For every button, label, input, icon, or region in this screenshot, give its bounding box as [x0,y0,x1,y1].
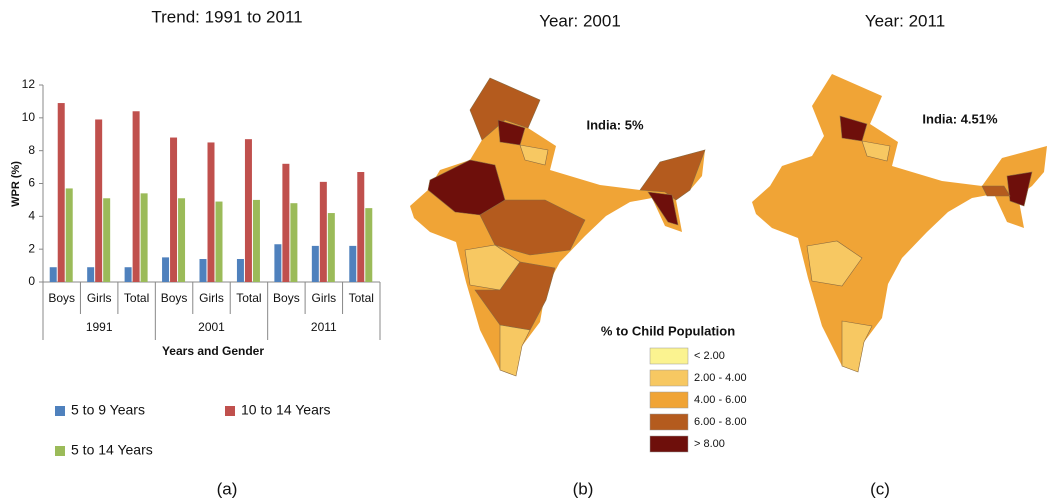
bar [95,119,103,282]
y-tick-label: 10 [22,110,36,124]
bar [207,142,215,282]
bar [199,259,207,282]
legend-swatch [649,369,689,387]
bar [244,139,252,282]
bar [124,267,132,282]
y-tick-label: 12 [22,77,36,91]
panel-label: (a) [217,479,238,498]
group-label: 1991 [86,320,113,334]
legend-label: 2.00 - 4.00 [694,372,747,384]
bar [327,213,335,282]
legend-swatch [225,406,235,416]
legend-swatch [55,406,65,416]
y-tick-label: 4 [28,209,35,223]
bar [252,199,260,282]
map-2011 [752,74,1047,373]
legend-label: > 8.00 [694,438,725,450]
bar [215,201,223,282]
map-region [519,144,549,166]
y-tick-label: 0 [28,274,35,288]
bar [140,193,148,282]
group-label: 2001 [198,320,225,334]
bar [282,163,290,282]
legend-swatch [55,446,65,456]
bar [178,198,186,282]
bar [349,245,357,282]
x-tick-label: Girls [87,291,112,305]
bar [274,244,282,282]
map-region [861,140,891,162]
map-title: Year: 2011 [865,11,945,30]
bar [162,257,170,282]
map-region [841,320,873,373]
x-tick-label: Boys [273,291,300,305]
bar [65,188,73,282]
map-region [639,149,706,201]
map-region [479,199,586,256]
legend-swatch [649,435,689,453]
map-region [981,185,1011,197]
bar [103,198,111,282]
legend-label: 6.00 - 8.00 [694,416,747,428]
y-axis-label: WPR (%) [10,161,22,207]
map-region [499,324,531,377]
legend-label: 5 to 9 Years [71,402,145,418]
legend-label: 5 to 14 Years [71,442,153,458]
chart-title: Trend: 1991 to 2011 [151,7,302,26]
x-tick-label: Girls [199,291,224,305]
bar [87,267,95,282]
legend-label: < 2.00 [694,350,725,362]
bar [57,103,65,282]
x-axis-label: Years and Gender [162,344,264,358]
map-region [752,74,1047,372]
bar [49,267,57,282]
legend-label: 10 to 14 Years [241,402,331,418]
x-tick-label: Boys [48,291,75,305]
legend-label: 4.00 - 6.00 [694,394,747,406]
map-title: Year: 2001 [539,11,621,30]
legend-swatch [649,413,689,431]
x-tick-label: Total [124,291,149,305]
bar [170,137,178,282]
map-region [647,191,679,226]
bar [357,172,365,282]
bar [311,245,319,282]
map-region [469,77,541,141]
bar [365,208,373,282]
x-tick-label: Total [236,291,261,305]
bar [319,181,327,282]
group-label: 2011 [311,320,337,334]
x-tick-label: Boys [161,291,188,305]
map-region [806,240,863,287]
legend-swatch [649,347,689,365]
bar [132,111,140,283]
legend-swatch [649,391,689,409]
bar [236,259,244,282]
map-2001 [410,77,706,377]
map-legend-title: % to Child Population [601,323,735,338]
panel-label: (b) [573,479,594,498]
panel-label: (c) [870,479,890,498]
y-tick-label: 6 [28,176,35,190]
y-tick-label: 2 [28,241,35,255]
map-annotation: India: 4.51% [922,111,998,126]
map-region [1006,171,1033,207]
map-annotation: India: 5% [586,117,644,132]
x-tick-label: Total [349,291,374,305]
y-tick-label: 8 [28,143,35,157]
map-legend: < 2.00 2.00 - 4.00 4.00 - 6.00 6.00 - 8.00 >… [649,347,747,453]
bar [290,203,298,282]
x-tick-label: Girls [311,291,336,305]
